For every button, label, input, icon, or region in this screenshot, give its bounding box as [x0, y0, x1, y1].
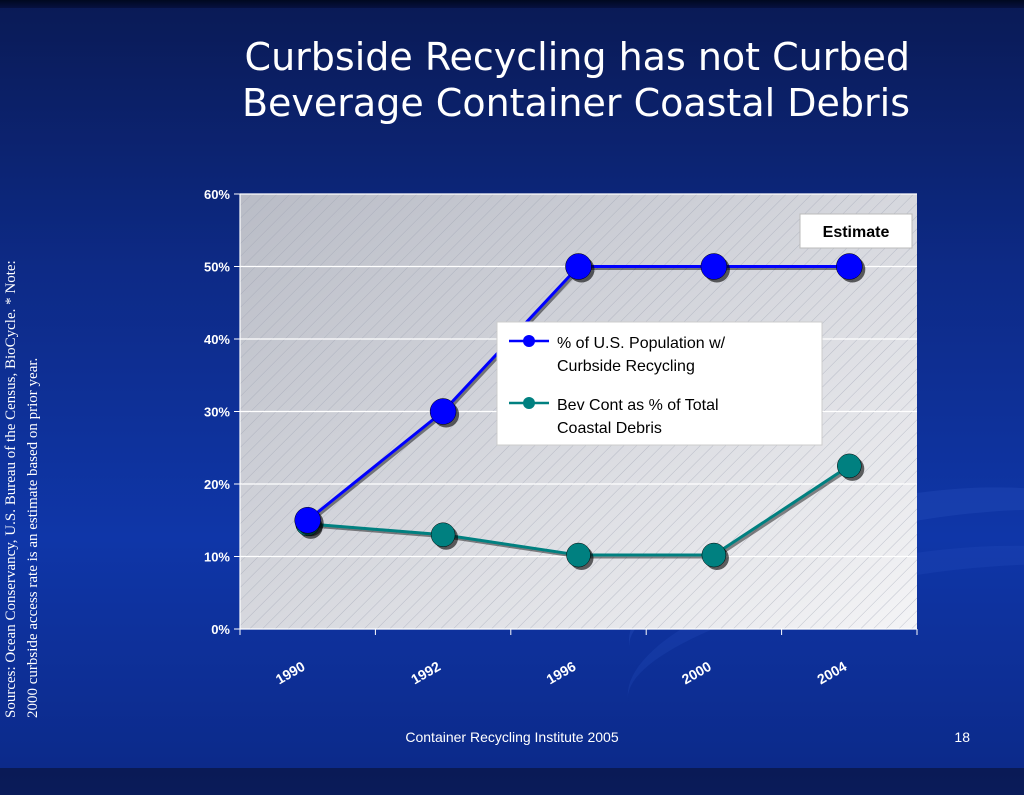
legend-swatch-marker	[523, 335, 535, 347]
data-point	[294, 507, 321, 534]
y-tick-label: 10%	[204, 550, 230, 565]
y-tick-label: 50%	[204, 260, 230, 275]
top-band	[0, 0, 1024, 8]
data-point	[837, 453, 862, 479]
legend-label: Bev Cont as % of Total	[557, 397, 719, 414]
footer-text: Container Recycling Institute 2005	[405, 729, 619, 745]
slide-title-line-2: Beverage Container Coastal Debris	[241, 81, 910, 125]
y-tick-label: 60%	[204, 187, 230, 202]
page-number: 18	[954, 729, 970, 745]
sources-note: Sources: Ocean Conservancy, U.S. Bureau …	[3, 260, 41, 718]
line-chart: 0% 10% 20% 30% 40% 50% 60% 1990 1992 1996 2000 2004…	[204, 187, 917, 688]
y-tick-label: 30%	[204, 405, 230, 420]
y-tick-label: 40%	[204, 332, 230, 347]
data-point	[701, 542, 727, 568]
slide-title-line-1: Curbside Recycling has not Curbed	[244, 35, 910, 79]
x-tick-label: 1992	[408, 658, 443, 688]
data-point	[565, 253, 592, 280]
legend-swatch-marker	[523, 397, 535, 409]
x-tick-label: 2004	[814, 658, 849, 688]
slide-title: Curbside Recycling has not Curbed Bevera…	[130, 34, 910, 126]
data-point	[700, 253, 728, 280]
annotation-label: Estimate	[823, 224, 890, 241]
data-point	[836, 253, 863, 280]
x-tick-label: 2000	[679, 658, 714, 688]
annotation-box	[799, 213, 913, 249]
data-point	[430, 522, 456, 547]
x-tick-label: 1996	[544, 658, 579, 688]
legend-label: % of U.S. Population w/	[557, 335, 726, 352]
legend-label: Curbside Recycling	[557, 358, 695, 375]
data-point	[429, 398, 457, 425]
y-tick-label: 0%	[211, 622, 230, 637]
chart-container: 0% 10% 20% 30% 40% 50% 60% 1990 1992 1996 2000 2004…	[204, 187, 917, 688]
legend-box	[496, 321, 823, 446]
data-point	[566, 542, 591, 568]
x-tick-label: 1990	[273, 658, 308, 688]
y-tick-label: 20%	[204, 477, 230, 492]
legend-label: Coastal Debris	[557, 420, 662, 437]
